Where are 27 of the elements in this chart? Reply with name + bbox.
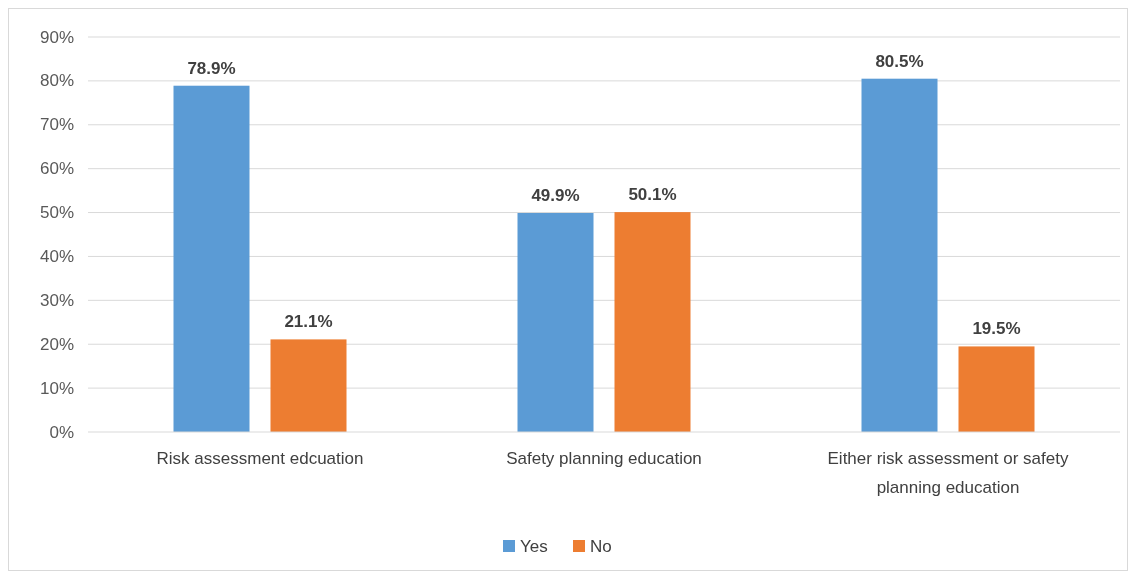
- x-tick-label: Safety planning education: [506, 449, 702, 468]
- y-tick-label: 70%: [39, 115, 74, 135]
- data-label: 49.9%: [531, 185, 580, 205]
- bar: [270, 339, 347, 432]
- y-tick-label: 80%: [39, 71, 74, 91]
- y-tick-label: 90%: [39, 27, 74, 47]
- y-tick-label: 60%: [39, 159, 74, 179]
- y-tick-label: 20%: [39, 334, 74, 354]
- x-tick-label: Risk assessment edcuation: [156, 449, 364, 468]
- bar: [614, 212, 691, 432]
- y-tick-label: 10%: [39, 378, 74, 398]
- bar: [173, 85, 250, 432]
- y-tick-label: 0%: [49, 422, 74, 442]
- data-label: 50.1%: [628, 185, 677, 205]
- data-label: 78.9%: [187, 58, 236, 78]
- data-label: 21.1%: [284, 312, 333, 332]
- legend-label: Yes: [520, 536, 548, 556]
- y-tick-label: 50%: [39, 203, 74, 223]
- legend-label: No: [590, 536, 612, 556]
- y-tick-label: 40%: [39, 246, 74, 266]
- bar: [861, 78, 938, 432]
- data-label: 19.5%: [972, 319, 1021, 339]
- bar: [958, 346, 1035, 432]
- bar: [517, 212, 594, 432]
- x-tick-label: Either risk assessment or safety planning education: [827, 449, 1069, 497]
- data-label: 80.5%: [875, 51, 924, 71]
- y-tick-label: 30%: [39, 290, 74, 310]
